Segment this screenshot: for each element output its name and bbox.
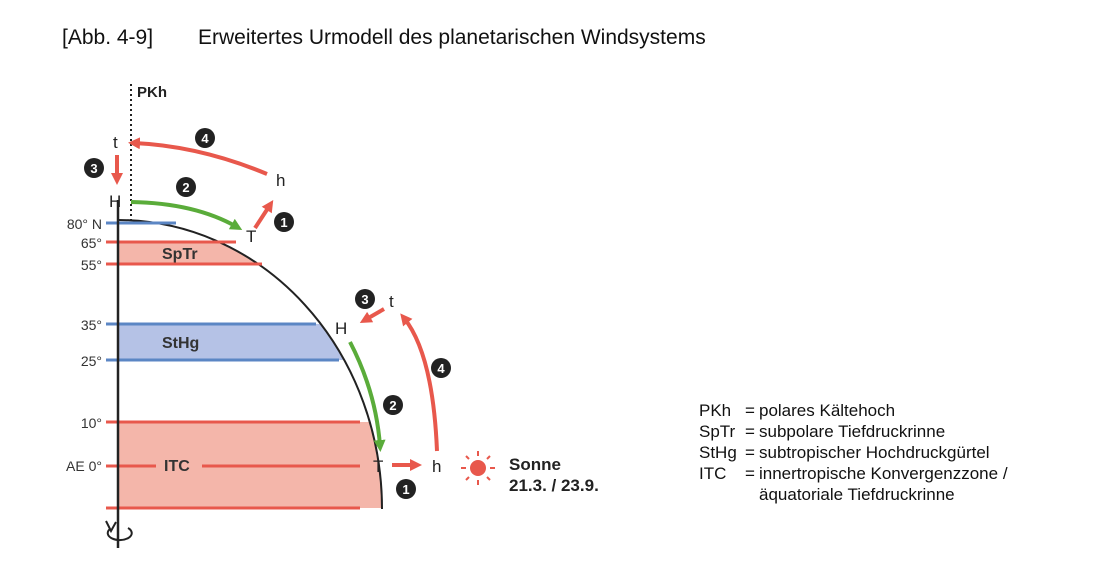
zone-label-sptr: SpTr xyxy=(162,246,198,263)
svg-text:4: 4 xyxy=(201,131,209,146)
tropical-badge-4: 4 xyxy=(431,358,451,378)
tropical-badge-3: 3 xyxy=(355,289,375,309)
polar-arrow-4 xyxy=(128,137,268,176)
legend-text: subpolare Tiefdruckrinne xyxy=(759,422,946,441)
polar-arrow-1 xyxy=(253,199,274,230)
sun-label-name: Sonne xyxy=(509,455,561,474)
pkh-label: PKh xyxy=(137,84,167,101)
svg-text:1: 1 xyxy=(402,482,409,497)
legend-abbr: SpTr xyxy=(699,422,736,441)
tropical-arrow-4 xyxy=(400,313,439,452)
tropical-T: T xyxy=(373,457,383,476)
legend-eq: = xyxy=(745,422,755,441)
figure-number: [Abb. 4-9] xyxy=(62,26,154,49)
polar-badge-4: 4 xyxy=(195,128,215,148)
svg-text:2: 2 xyxy=(389,398,396,413)
legend-eq: = xyxy=(745,401,755,420)
polar-badge-3: 3 xyxy=(84,158,104,178)
tropical-badge-1: 1 xyxy=(396,479,416,499)
polar-h: h xyxy=(276,171,285,190)
tropical-arrow-3 xyxy=(359,307,386,324)
sun-icon xyxy=(461,451,495,485)
tropical-h: h xyxy=(432,457,441,476)
svg-text:1: 1 xyxy=(280,215,287,230)
legend-abbr: PKh xyxy=(699,401,732,420)
lat-label-25: 25° xyxy=(81,353,102,369)
lat-label-10: 10° xyxy=(81,415,102,431)
tropical-t: t xyxy=(389,292,394,311)
tropical-badge-2: 2 xyxy=(383,395,403,415)
svg-text:3: 3 xyxy=(361,292,368,307)
sun-label: Sonne 21.3. / 23.9. xyxy=(509,454,599,496)
legend-eq: = xyxy=(745,443,755,462)
lat-label-65: 65° xyxy=(81,235,102,251)
legend-item-sthg: StHg = subtropischer Hochdruckgürtel xyxy=(699,442,1008,463)
legend-item-sptr: SpTr = subpolare Tiefdruckrinne xyxy=(699,421,1008,442)
legend: PKh = polares Kältehoch SpTr = subpolare Tie… xyxy=(699,400,1008,505)
tropical-H: H xyxy=(335,319,347,338)
legend-text: polares Kältehoch xyxy=(759,401,896,420)
polar-badge-2: 2 xyxy=(176,177,196,197)
sun-label-date: 21.3. / 23.9. xyxy=(509,476,599,495)
legend-text: innertropische Konvergenzzone / xyxy=(759,464,1008,483)
legend-item-pkh: PKh = polares Kältehoch xyxy=(699,400,1008,421)
lat-label-55: 55° xyxy=(81,257,102,273)
polar-T: T xyxy=(246,227,256,246)
figure-title: [Abb. 4-9] Erweitertes Urmodell des plane… xyxy=(62,26,706,50)
svg-text:2: 2 xyxy=(182,180,189,195)
svg-text:4: 4 xyxy=(437,361,445,376)
legend-item-itc: ITC = innertropische Konvergenzzone / xyxy=(699,463,1008,484)
lat-label-80: 80° N xyxy=(67,216,102,232)
lat-label-35: 35° xyxy=(81,317,102,333)
figure-title-text: Erweitertes Urmodell des planetarischen … xyxy=(198,26,706,49)
itc-label-bg xyxy=(156,456,202,475)
zone-label-sthg: StHg xyxy=(162,335,199,352)
zone-label-itc: ITC xyxy=(164,458,190,475)
tropical-arrow-2 xyxy=(348,341,386,452)
legend-abbr: StHg xyxy=(699,443,737,462)
polar-badge-1: 1 xyxy=(274,212,294,232)
legend-eq: = xyxy=(745,464,755,483)
legend-abbr: ITC xyxy=(699,464,727,483)
legend-text: subtropischer Hochdruckgürtel xyxy=(759,443,990,462)
legend-itc-continuation: äquatoriale Tiefdruckrinne xyxy=(759,485,955,504)
lat-label-0: AE 0° xyxy=(66,458,102,474)
polar-H: H xyxy=(109,192,121,211)
rotation-arrow-icon xyxy=(105,520,133,542)
polar-arrow-2 xyxy=(130,200,243,230)
polar-t: t xyxy=(113,133,118,152)
svg-text:3: 3 xyxy=(90,161,97,176)
